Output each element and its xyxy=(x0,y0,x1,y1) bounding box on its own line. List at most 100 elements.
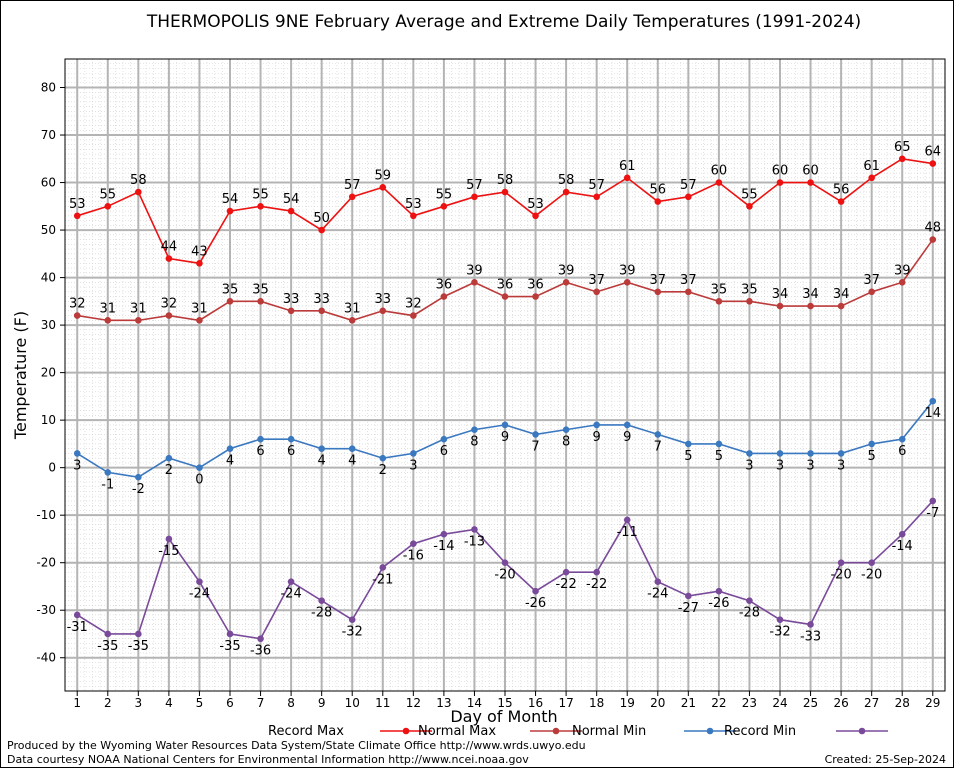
data-label-record-min: -26 xyxy=(708,596,729,611)
data-label-normal-min: 2 xyxy=(165,463,173,478)
data-point-normal-min xyxy=(501,421,509,429)
data-label-normal-max: 34 xyxy=(802,287,819,302)
data-point-record-min xyxy=(165,535,173,543)
data-point-normal-max xyxy=(348,317,356,324)
data-point-record-max xyxy=(562,188,570,196)
y-tick-label: 0 xyxy=(48,461,56,475)
data-point-record-min xyxy=(348,616,356,624)
x-tick-label: 27 xyxy=(864,696,879,710)
data-point-normal-min xyxy=(135,473,142,481)
data-label-record-min: -32 xyxy=(769,625,790,640)
data-label-record-max: 65 xyxy=(894,140,911,155)
data-label-normal-max: 39 xyxy=(466,263,483,278)
y-tick-label: -20 xyxy=(36,556,56,570)
data-point-normal-min xyxy=(685,440,692,448)
y-tick-label: 30 xyxy=(41,318,56,332)
data-point-record-max xyxy=(501,188,509,196)
data-label-record-min: -20 xyxy=(830,568,851,583)
data-label-record-max: 50 xyxy=(313,211,330,226)
data-point-normal-min xyxy=(929,397,937,405)
data-label-normal-min: 0 xyxy=(195,473,203,488)
data-label-record-min: -33 xyxy=(800,629,821,644)
y-tick-label: 20 xyxy=(41,366,56,380)
data-label-record-max: 55 xyxy=(100,187,117,202)
legend-swatch-marker-record-max xyxy=(402,727,410,735)
data-label-record-max: 58 xyxy=(130,173,147,188)
x-tick-label: 20 xyxy=(650,696,665,710)
data-label-record-min: -20 xyxy=(494,568,515,583)
data-point-normal-max xyxy=(837,302,845,310)
data-point-normal-min xyxy=(593,421,600,429)
data-label-normal-min: 9 xyxy=(593,430,601,445)
data-point-record-max xyxy=(929,160,937,167)
data-label-normal-min: 6 xyxy=(256,444,264,459)
data-label-record-max: 60 xyxy=(802,164,819,179)
data-label-record-max: 64 xyxy=(925,145,942,160)
data-point-record-min xyxy=(471,526,478,533)
data-point-normal-min xyxy=(440,435,448,443)
data-point-record-max xyxy=(104,203,112,210)
data-point-normal-max xyxy=(501,293,509,300)
data-label-record-max: 57 xyxy=(344,178,361,193)
data-point-normal-max xyxy=(135,317,142,324)
data-label-normal-max: 33 xyxy=(313,292,330,307)
data-label-record-max: 55 xyxy=(741,187,758,202)
data-label-record-min: -21 xyxy=(372,572,393,587)
data-point-record-max xyxy=(287,207,295,215)
data-point-record-min xyxy=(868,559,875,566)
data-point-record-min xyxy=(746,597,753,605)
data-point-normal-max xyxy=(623,279,631,286)
data-point-normal-min xyxy=(73,450,81,457)
data-label-record-max: 57 xyxy=(466,178,483,193)
grid-major xyxy=(65,59,945,691)
data-label-record-min: -36 xyxy=(250,644,271,659)
data-label-normal-min: 8 xyxy=(470,435,478,450)
data-label-record-max: 54 xyxy=(222,192,239,207)
data-point-normal-min xyxy=(196,464,203,471)
data-point-normal-max xyxy=(196,317,203,324)
data-label-record-max: 58 xyxy=(497,173,514,188)
data-label-normal-max: 36 xyxy=(527,278,544,293)
x-tick-label: 3 xyxy=(135,696,143,710)
data-label-normal-min: 4 xyxy=(348,454,356,469)
data-label-record-max: 58 xyxy=(558,173,575,188)
y-tick-label: -40 xyxy=(36,651,56,665)
data-point-record-min xyxy=(501,559,509,566)
data-point-normal-max xyxy=(593,288,600,296)
data-point-normal-max xyxy=(898,279,906,286)
data-point-normal-max xyxy=(73,312,81,319)
data-label-record-min: -11 xyxy=(617,525,638,540)
data-point-record-max xyxy=(196,260,203,267)
data-label-normal-max: 37 xyxy=(588,273,605,288)
data-point-normal-min xyxy=(837,450,845,457)
data-label-normal-min: 3 xyxy=(73,458,81,473)
x-tick-label: 12 xyxy=(406,696,421,710)
x-tick-label: 7 xyxy=(257,696,265,710)
y-tick-label: 80 xyxy=(41,81,56,95)
data-label-record-min: -7 xyxy=(926,506,939,521)
data-point-normal-max xyxy=(929,236,937,243)
data-label-normal-min: 4 xyxy=(226,454,234,469)
data-label-normal-min: 2 xyxy=(379,463,387,478)
x-tick-label: 26 xyxy=(833,696,848,710)
legend: Record Max Normal Max Normal Min Record Min xyxy=(268,724,888,739)
data-label-record-min: -35 xyxy=(219,639,240,654)
y-tick-label: 40 xyxy=(41,271,56,285)
data-label-normal-min: 3 xyxy=(745,458,753,473)
legend-label-record-min: Record Min xyxy=(724,724,796,739)
y-tick-label: 70 xyxy=(41,128,56,142)
legend-swatch-marker-normal-max xyxy=(552,727,560,735)
data-label-normal-max: 31 xyxy=(130,301,147,316)
data-point-normal-min xyxy=(257,435,264,443)
data-point-normal-max xyxy=(776,302,784,310)
data-point-record-max xyxy=(623,174,631,182)
data-label-record-max: 60 xyxy=(711,164,728,179)
data-label-normal-max: 35 xyxy=(711,282,728,297)
data-label-normal-max: 32 xyxy=(405,297,422,312)
data-point-record-max xyxy=(685,193,692,201)
x-axis-ticks: 1 2 3 4 5 6 7 8 9 10 11 12 13 14 15 16 17 18 19 20 21 22 23 24 2… xyxy=(73,691,940,710)
data-point-record-min xyxy=(226,630,234,638)
data-point-normal-min xyxy=(898,435,906,443)
